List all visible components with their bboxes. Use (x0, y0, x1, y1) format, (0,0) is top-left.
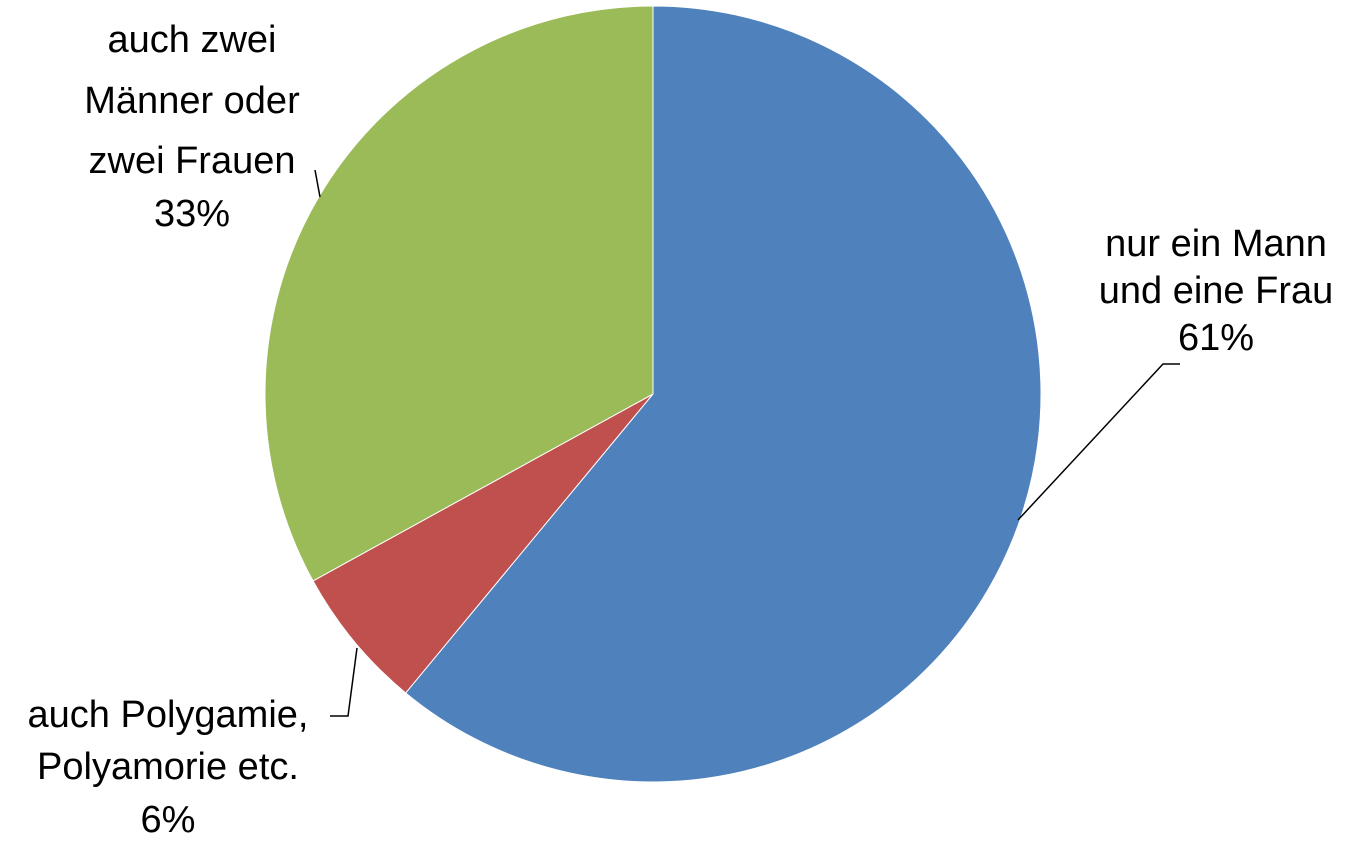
pie-slice-2 (264, 5, 654, 582)
pie-slice-0 (404, 5, 1042, 783)
pie-slices (264, 5, 1042, 783)
slice-label-line: auch zwei (108, 19, 277, 61)
data-label-slice-2: auch zwei Männer oder zwei Frauen 33% (84, 19, 300, 235)
leader-line-slice-1 (330, 647, 358, 717)
slice-label-line: zwei Frauen (89, 140, 296, 182)
leader-line-slice-0 (1017, 363, 1180, 521)
data-label-slice-0: nur ein Mann und eine Frau 61% (1099, 223, 1334, 359)
slice-label-line: Polyamorie etc. (37, 746, 299, 788)
slice-label-line: auch Polygamie, (28, 694, 309, 736)
data-label-slice-1: auch Polygamie, Polyamorie etc. 6% (28, 694, 309, 841)
pie-slice-1 (312, 393, 654, 694)
slice-value-label: 61% (1178, 317, 1254, 359)
slice-label-line: und eine Frau (1099, 270, 1334, 312)
slice-value-label: 33% (154, 193, 230, 235)
slice-value-label: 6% (141, 799, 196, 841)
slice-label-line: nur ein Mann (1105, 223, 1327, 265)
leader-line-slice-2 (314, 169, 321, 198)
slice-label-line: Männer oder (84, 80, 300, 122)
